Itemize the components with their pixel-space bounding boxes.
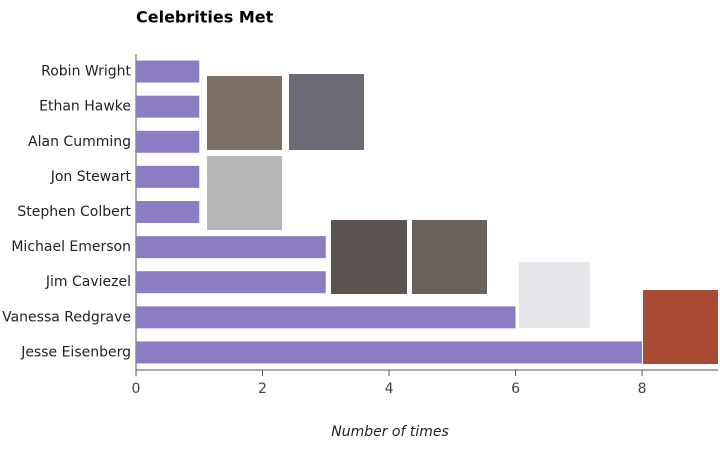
bar [136,60,200,83]
y-tick-label: Michael Emerson [11,239,131,255]
y-tick-label: Ethan Hawke [39,99,131,115]
photo [412,220,487,294]
y-tick-label: Alan Cumming [28,134,131,150]
photo [643,290,718,364]
bar [136,165,200,188]
y-tick-label: Jesse Eisenberg [20,344,131,360]
x-axis-label: Number of times [331,424,449,440]
bar [136,306,516,329]
photo [207,156,282,230]
bar [136,236,326,259]
y-tick-label: Vanessa Redgrave [2,309,131,325]
bar [136,341,643,364]
y-tick-label: Stephen Colbert [17,204,131,220]
bar [136,130,200,153]
x-tick-label: 4 [385,381,394,397]
bar [136,95,200,118]
bar [136,201,200,223]
x-tick-label: 2 [258,381,267,397]
bar [136,271,326,294]
photo [519,262,590,328]
photos [207,74,718,364]
photo [289,74,364,150]
photo [331,220,407,294]
x-tick-label: 8 [638,381,647,397]
y-tick-label: Jon Stewart [50,169,132,185]
x-tick-label: 0 [132,381,141,397]
chart-title: Celebrities Met [136,8,274,27]
y-tick-label: Jim Caviezel [45,274,131,290]
x-tick-label: 6 [511,381,520,397]
y-tick-label: Robin Wright [41,64,131,80]
photo [207,76,282,150]
